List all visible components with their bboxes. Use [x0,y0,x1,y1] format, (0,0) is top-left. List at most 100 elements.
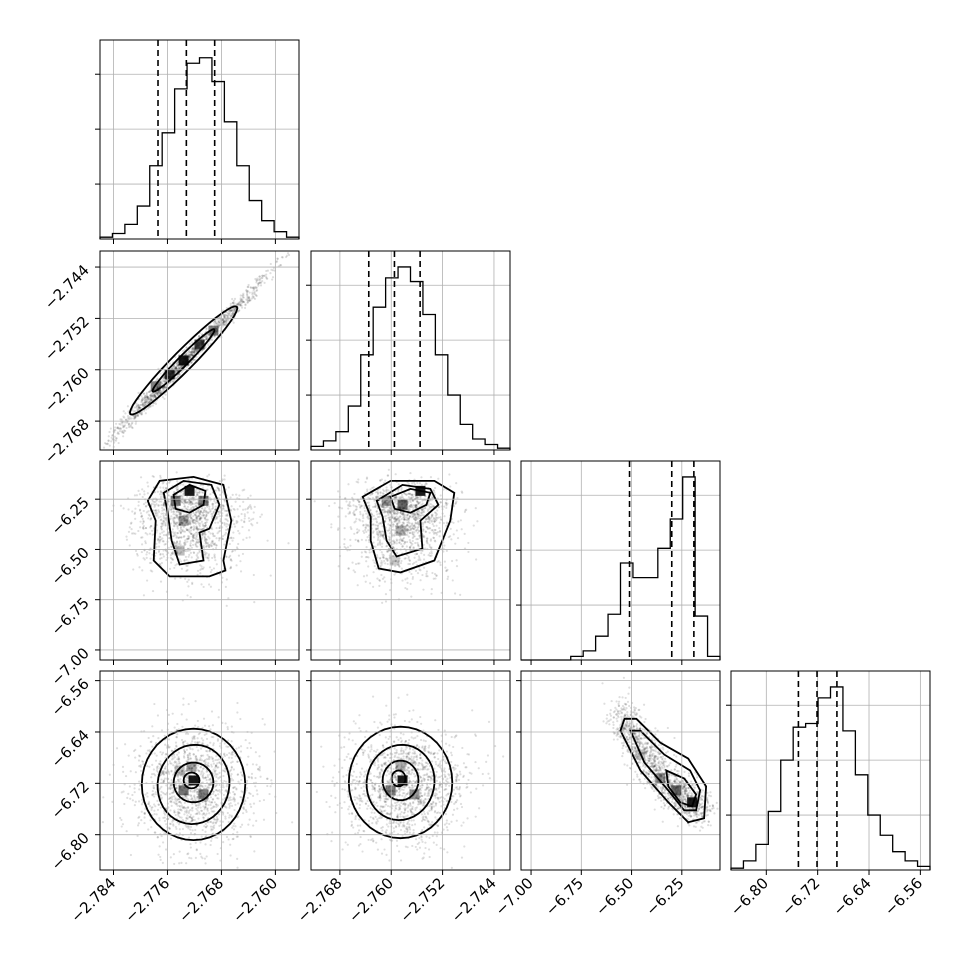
scatter-point [217,793,220,796]
scatter-point [137,529,140,533]
scatter-point [137,504,140,507]
scatter-point [123,424,127,427]
scatter-point [190,546,193,549]
scatter-point [139,745,142,748]
scatter-point [238,301,241,304]
scatter-point [160,834,163,838]
scatter-point [225,320,228,323]
scatter-point [385,486,388,489]
scatter-point [188,355,191,358]
scatter-point [269,785,272,788]
scatter-point [212,320,215,324]
scatter-point [117,427,120,430]
scatter-point [205,336,208,339]
scatter-point [192,540,195,543]
scatter-point [191,829,194,832]
scatter-point [424,530,428,534]
scatter-point [449,485,452,488]
scatter-point [189,353,192,357]
scatter-point [242,300,245,304]
scatter-point [122,431,125,434]
scatter-point [384,557,387,560]
scatter-point [225,604,228,607]
scatter-point [474,507,477,510]
scatter-point [346,546,350,549]
scatter-point [160,500,163,503]
scatter-point [243,517,246,520]
scatter-point [156,514,159,517]
scatter-point [405,545,408,548]
scatter-point [170,804,173,807]
scatter-point [256,521,259,524]
scatter-point [228,814,231,817]
scatter-point [203,724,207,727]
scatter-point [249,504,252,507]
scatter-point [194,543,197,547]
scatter-point [127,426,131,429]
scatter-point [225,578,228,581]
scatter-point [413,556,416,559]
scatter-point [143,402,146,405]
scatter-point [236,857,239,861]
scatter-point [459,593,462,596]
scatter-point [206,808,209,811]
scatter-point [114,429,117,432]
scatter-point [143,493,146,496]
scatter-point [364,526,367,529]
scatter-point [149,557,152,560]
scatter-point [158,817,161,820]
scatter-point [423,510,426,514]
scatter-point [175,367,178,370]
scatter-point [330,523,333,526]
scatter-point [214,505,217,508]
scatter-point [200,835,203,838]
scatter-point [178,850,181,853]
scatter-point [125,830,128,833]
scatter-point [177,366,181,369]
scatter-point [157,504,160,507]
scatter-point [429,503,432,506]
scatter-point [431,522,434,526]
scatter-point [175,514,178,517]
scatter-point [206,511,209,514]
scatter-point [189,828,192,831]
scatter-point [412,481,416,484]
scatter-point [425,570,429,573]
scatter-point [375,496,378,499]
scatter-point [432,518,435,521]
scatter-point [439,494,442,497]
scatter-point [159,580,163,583]
scatter-point [162,376,165,380]
scatter-point [436,509,439,512]
scatter-point [190,556,193,559]
scatter-point [445,506,448,510]
scatter-point [399,511,402,515]
scatter-point [416,541,419,544]
scatter-point [174,367,177,370]
scatter-point [140,536,143,539]
scatter-point [205,538,208,541]
scatter-point [229,854,232,857]
scatter-point [375,567,378,570]
scatter-point [138,408,141,411]
scatter-point [420,483,423,486]
scatter-point [191,353,194,356]
scatter-point [160,556,163,560]
scatter-point [142,557,145,560]
scatter-point [232,299,235,302]
scatter-point [177,751,180,754]
scatter-point [409,492,412,495]
scatter-point [175,376,178,380]
scatter-point [175,827,178,830]
scatter-point [415,538,418,541]
scatter-point [120,418,123,421]
scatter-point [190,361,193,364]
scatter-point [450,559,454,563]
scatter-point [205,514,208,517]
scatter-point [231,539,234,542]
scatter-point [198,335,201,338]
scatter-point [212,792,215,795]
scatter-point [204,521,207,525]
scatter-point [378,515,381,518]
scatter-point [350,527,353,531]
